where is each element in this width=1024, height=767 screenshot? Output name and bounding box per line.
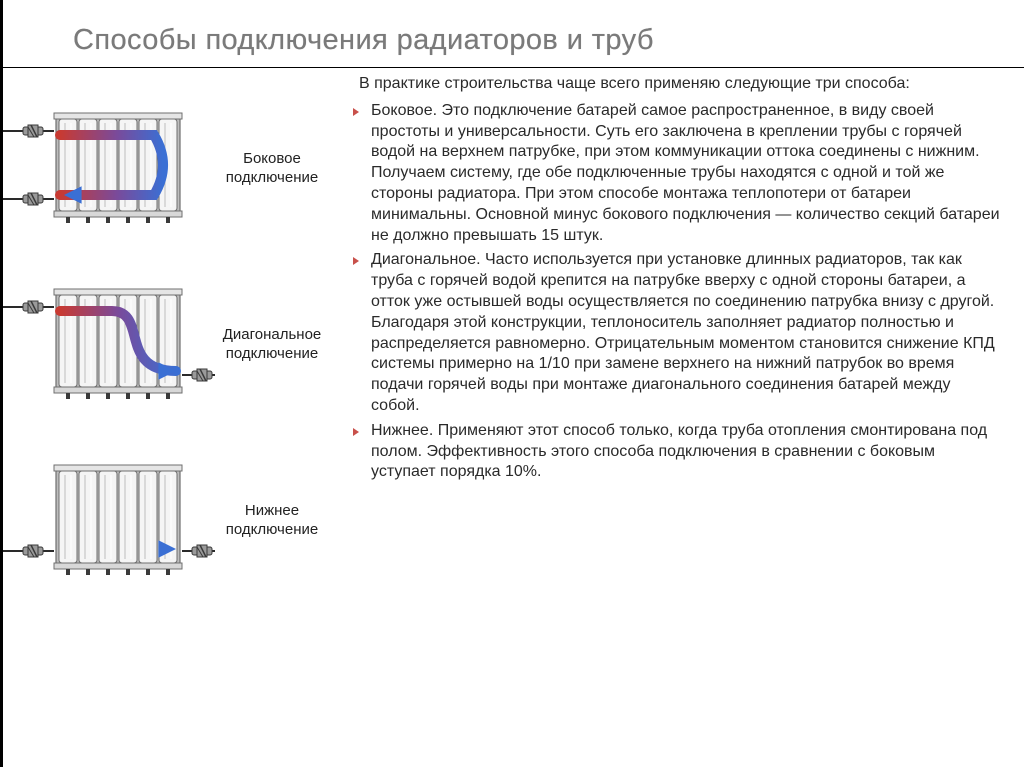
diagram-diagonal: Диагональное подключение — [3, 264, 343, 424]
list-item: Боковое. Это подключение батарей самое р… — [353, 101, 1003, 247]
diagram-side: Боковое подключение — [3, 88, 343, 248]
bullet-list: Боковое. Это подключение батарей самое р… — [343, 101, 1003, 483]
diagram-label-diagonal: Диагональное подключение — [215, 325, 329, 364]
radiator-diagonal-icon — [3, 267, 215, 422]
page-title: Способы подключения радиаторов и труб — [3, 0, 1024, 68]
list-item: Нижнее. Применяют этот способ только, ко… — [353, 421, 1003, 483]
diagrams-column: Боковое подключение Диагональное подключ… — [3, 68, 343, 616]
diagram-label-bottom: Нижнее подключение — [215, 501, 329, 540]
intro-text: В практике строительства чаще всего прим… — [343, 74, 1003, 95]
content-area: Боковое подключение Диагональное подключ… — [3, 68, 1024, 616]
radiator-bottom-icon — [3, 443, 215, 598]
diagram-bottom: Нижнее подключение — [3, 440, 343, 600]
diagram-label-side: Боковое подключение — [215, 149, 329, 188]
list-item: Диагональное. Часто используется при уст… — [353, 250, 1003, 416]
text-column: В практике строительства чаще всего прим… — [343, 68, 1023, 616]
radiator-side-icon — [3, 91, 215, 246]
